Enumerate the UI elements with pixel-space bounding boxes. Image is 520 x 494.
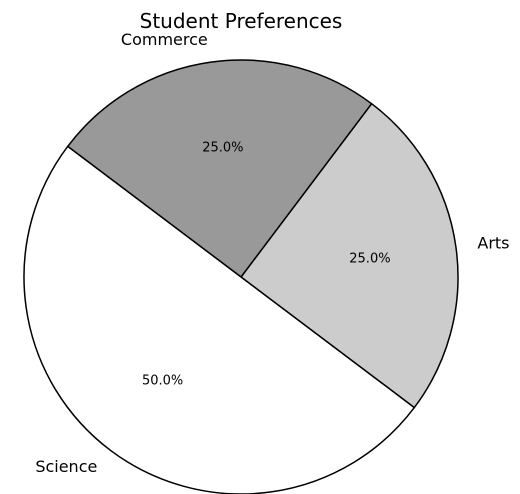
chart-title: Student Preferences: [140, 9, 343, 33]
pct-label-commerce: 25.0%: [202, 141, 243, 156]
slice-label-science: Science: [35, 457, 97, 476]
pct-label-arts: 25.0%: [349, 251, 390, 266]
pie-labels: 25.0% Arts 25.0% Commerce 50.0% Science: [35, 30, 509, 476]
pie-slice-science: [23, 145, 416, 494]
pie-slices: [23, 59, 459, 494]
slice-label-arts: Arts: [477, 233, 509, 252]
pct-label-science: 50.0%: [142, 373, 183, 388]
pie-slice-commerce: [66, 59, 373, 278]
pie-slice-arts: [240, 102, 459, 409]
slice-label-commerce: Commerce: [121, 30, 208, 49]
